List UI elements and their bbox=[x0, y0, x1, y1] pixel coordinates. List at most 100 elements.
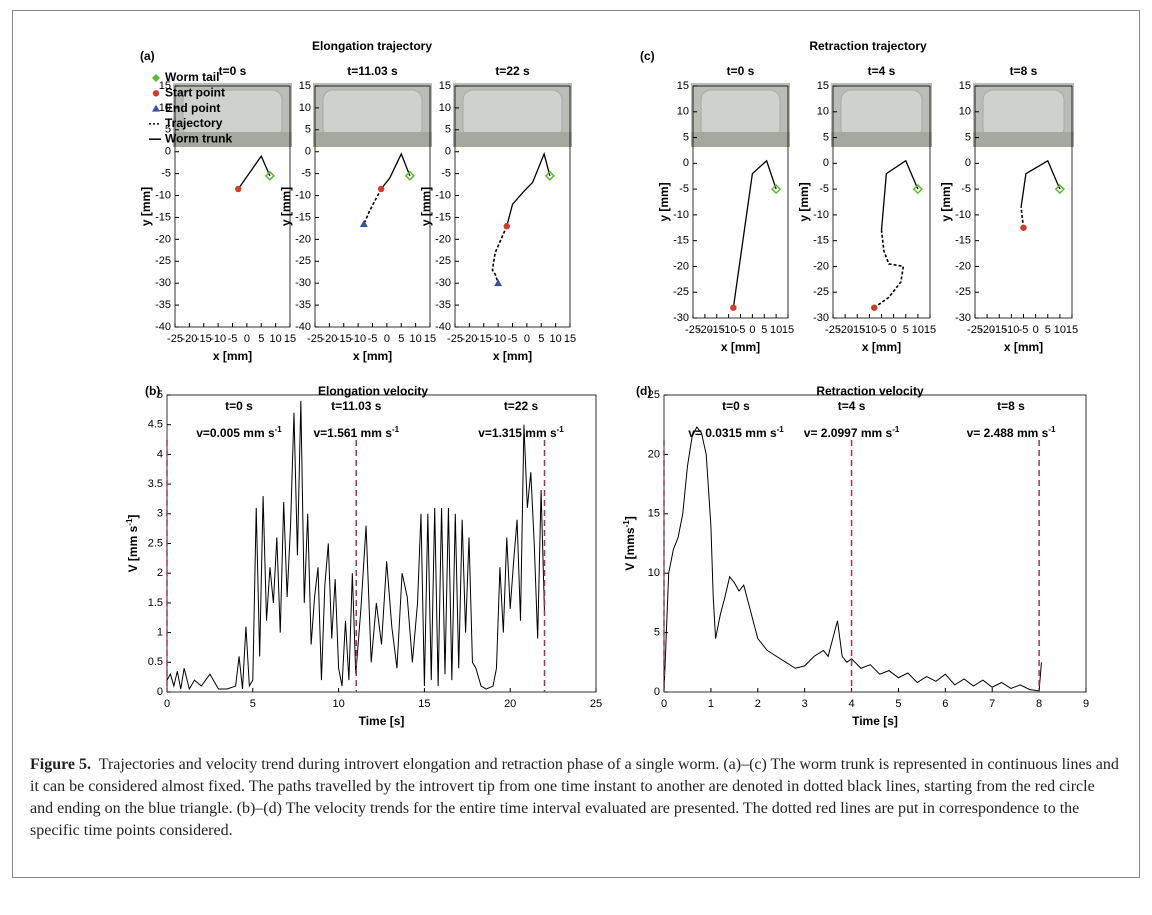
y-tick-label: 0 bbox=[683, 157, 689, 169]
y-tick-label: 0 bbox=[165, 146, 171, 158]
x-tick-label: 10 bbox=[550, 333, 562, 345]
speed-label: v= 2.488 mm s-1 bbox=[967, 425, 1056, 441]
y-axis-label: y [mm] bbox=[797, 182, 811, 221]
x-tick-label: 0 bbox=[164, 698, 170, 710]
y-tick-label: 5 bbox=[445, 124, 451, 136]
y-tick-label: 10 bbox=[299, 102, 311, 114]
y-axis-label: V [mms-1] bbox=[622, 516, 638, 570]
chart-title: t=0 s bbox=[727, 64, 755, 78]
x-tick-label: 15 bbox=[424, 333, 436, 345]
y-tick-label: 3.5 bbox=[148, 478, 163, 490]
y-tick-label: -25 bbox=[955, 286, 971, 298]
speed-label: v= 2.0997 mm s-1 bbox=[804, 425, 900, 441]
chart-title: t=11.03 s bbox=[347, 64, 398, 78]
y-tick-label: -30 bbox=[435, 277, 451, 289]
worm-trunk bbox=[380, 152, 411, 190]
x-axis-label: x [mm] bbox=[1004, 340, 1043, 354]
x-tick-label: -25 bbox=[967, 324, 983, 336]
y-axis-label-tail: ] bbox=[126, 515, 140, 519]
y-tick-label: 0 bbox=[305, 146, 311, 158]
x-tick-label: 9 bbox=[1083, 698, 1089, 710]
end-point bbox=[494, 279, 503, 287]
photo bbox=[831, 83, 932, 147]
x-tick-label: -15 bbox=[476, 333, 492, 345]
y-tick-label: -25 bbox=[295, 255, 311, 267]
y-tick-label: -5 bbox=[961, 183, 971, 195]
x-tick-label: -15 bbox=[991, 324, 1007, 336]
photo-dish bbox=[462, 89, 563, 139]
worm-trunk bbox=[880, 159, 919, 231]
x-tick-label: -10 bbox=[861, 324, 877, 336]
y-tick-label: 15 bbox=[159, 80, 171, 92]
y-tick-label: 10 bbox=[439, 102, 451, 114]
y-tick-label: 5 bbox=[157, 389, 163, 401]
x-tick-label: 0 bbox=[749, 324, 755, 336]
x-tick-label: 3 bbox=[802, 698, 808, 710]
speed-text: v= 0.0315 mm s bbox=[688, 426, 777, 440]
x-tick-label: -5 bbox=[228, 333, 238, 345]
x-tick-label: 0 bbox=[244, 333, 250, 345]
y-axis-label: y [mm] bbox=[139, 187, 153, 226]
velocity-line bbox=[663, 426, 1042, 693]
x-tick-label: 25 bbox=[590, 698, 602, 710]
legend-label: Start point bbox=[165, 85, 225, 99]
y-axis-label-sup: -1 bbox=[622, 520, 631, 528]
x-tick-label: -10 bbox=[210, 333, 226, 345]
speed-sup: -1 bbox=[1048, 425, 1056, 434]
x-tick-label: -10 bbox=[490, 333, 506, 345]
chart-title: t=22 s bbox=[495, 64, 530, 78]
time-label: t=4 s bbox=[838, 399, 866, 413]
worm-tail bbox=[544, 170, 555, 181]
x-tick-label: 15 bbox=[284, 333, 296, 345]
x-tick-label: 5 bbox=[538, 333, 544, 345]
x-tick-label: 0 bbox=[891, 324, 897, 336]
figure: (a) Elongation trajectory (b) Elongation… bbox=[125, 39, 1089, 728]
x-tick-label: 5 bbox=[1045, 324, 1051, 336]
x-tick-label: 15 bbox=[782, 324, 794, 336]
speed-label: v=0.005 mm s-1 bbox=[196, 425, 282, 441]
y-tick-label: -10 bbox=[955, 209, 971, 221]
y-tick-label: -15 bbox=[155, 211, 171, 223]
y-tick-label: -35 bbox=[295, 299, 311, 311]
y-tick-label: 15 bbox=[299, 80, 311, 92]
y-tick-label: 0 bbox=[157, 686, 163, 698]
x-tick-label: -5 bbox=[368, 333, 378, 345]
x-tick-label: 10 bbox=[912, 324, 924, 336]
speed-text: v=1.561 mm s bbox=[314, 426, 393, 440]
panel-title: Elongation trajectory bbox=[312, 39, 432, 53]
x-axis-label: x [mm] bbox=[213, 349, 252, 363]
y-tick-label: -35 bbox=[435, 299, 451, 311]
y-tick-label: 5 bbox=[823, 131, 829, 143]
speed-sup: -1 bbox=[275, 425, 283, 434]
y-tick-label: 10 bbox=[159, 102, 171, 114]
panel-title: Retraction velocity bbox=[816, 384, 924, 398]
panel-label: (c) bbox=[640, 49, 655, 63]
y-tick-label: 2 bbox=[157, 567, 163, 579]
y-tick-label: -10 bbox=[813, 209, 829, 221]
x-tick-label: -10 bbox=[721, 324, 737, 336]
y-tick-label: -40 bbox=[155, 321, 171, 333]
x-tick-label: 7 bbox=[989, 698, 995, 710]
x-axis-label: x [mm] bbox=[353, 349, 392, 363]
y-tick-label: -25 bbox=[155, 255, 171, 267]
panel-label: (b) bbox=[145, 384, 160, 398]
y-tick-label: 5 bbox=[305, 124, 311, 136]
x-axis-label: x [mm] bbox=[493, 349, 532, 363]
y-tick-label: -15 bbox=[295, 211, 311, 223]
y-tick-label: -20 bbox=[155, 233, 171, 245]
speed-text: v=1.315 mm s bbox=[478, 426, 557, 440]
y-tick-label: 25 bbox=[648, 389, 660, 401]
x-tick-label: -20 bbox=[697, 324, 713, 336]
y-tick-label: -5 bbox=[679, 183, 689, 195]
legend-marker bbox=[152, 104, 160, 112]
y-axis-label-text: V [mms bbox=[623, 527, 637, 571]
x-tick-label: 2 bbox=[755, 698, 761, 710]
speed-sup: -1 bbox=[892, 425, 900, 434]
photo-dish bbox=[700, 89, 781, 139]
worm-trunk bbox=[732, 159, 777, 308]
y-tick-label: 20 bbox=[648, 448, 660, 460]
time-label: t=22 s bbox=[504, 399, 539, 413]
y-tick-label: -30 bbox=[295, 277, 311, 289]
photo bbox=[313, 83, 432, 147]
